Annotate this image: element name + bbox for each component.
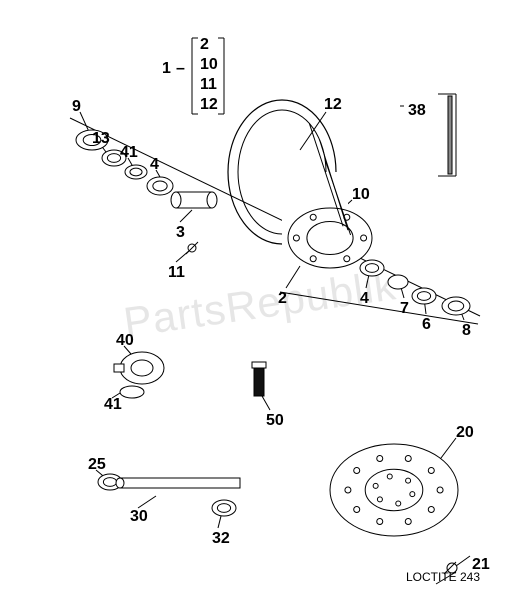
callout-3: 3 xyxy=(176,224,185,242)
callout-30: 30 xyxy=(130,508,148,526)
callout-10: 10 xyxy=(352,186,370,204)
callout-6: 6 xyxy=(422,316,431,334)
bracket-lead: 1 xyxy=(162,60,171,78)
callout-41: 41 xyxy=(120,144,138,162)
bracket-item-10: 10 xyxy=(200,56,218,74)
callout-4: 4 xyxy=(150,156,159,174)
bracket-item-12: 12 xyxy=(200,96,218,114)
callout-12: 12 xyxy=(324,96,342,114)
callout-13: 13 xyxy=(92,130,110,148)
callout-25: 25 xyxy=(88,456,106,474)
callout-11: 11 xyxy=(168,264,185,282)
callout-32: 32 xyxy=(212,530,230,548)
callout-4: 4 xyxy=(360,290,369,308)
callout-41: 41 xyxy=(104,396,122,414)
diagram-svg xyxy=(0,0,520,607)
callout-38: 38 xyxy=(408,102,426,120)
callout-50: 50 xyxy=(266,412,284,430)
bracket-dash: – xyxy=(176,60,185,78)
callout-9: 9 xyxy=(72,98,81,116)
loctite-note: LOCTITE 243 xyxy=(406,570,480,584)
callout-2: 2 xyxy=(278,290,287,308)
bracket-item-11: 11 xyxy=(200,76,217,94)
exploded-diagram: PartsRepublik 1–2101112 9134143111238102… xyxy=(0,0,520,607)
bracket-item-2: 2 xyxy=(200,36,209,54)
callout-40: 40 xyxy=(116,332,134,350)
callout-20: 20 xyxy=(456,424,474,442)
callout-7: 7 xyxy=(400,300,409,318)
callout-8: 8 xyxy=(462,322,471,340)
